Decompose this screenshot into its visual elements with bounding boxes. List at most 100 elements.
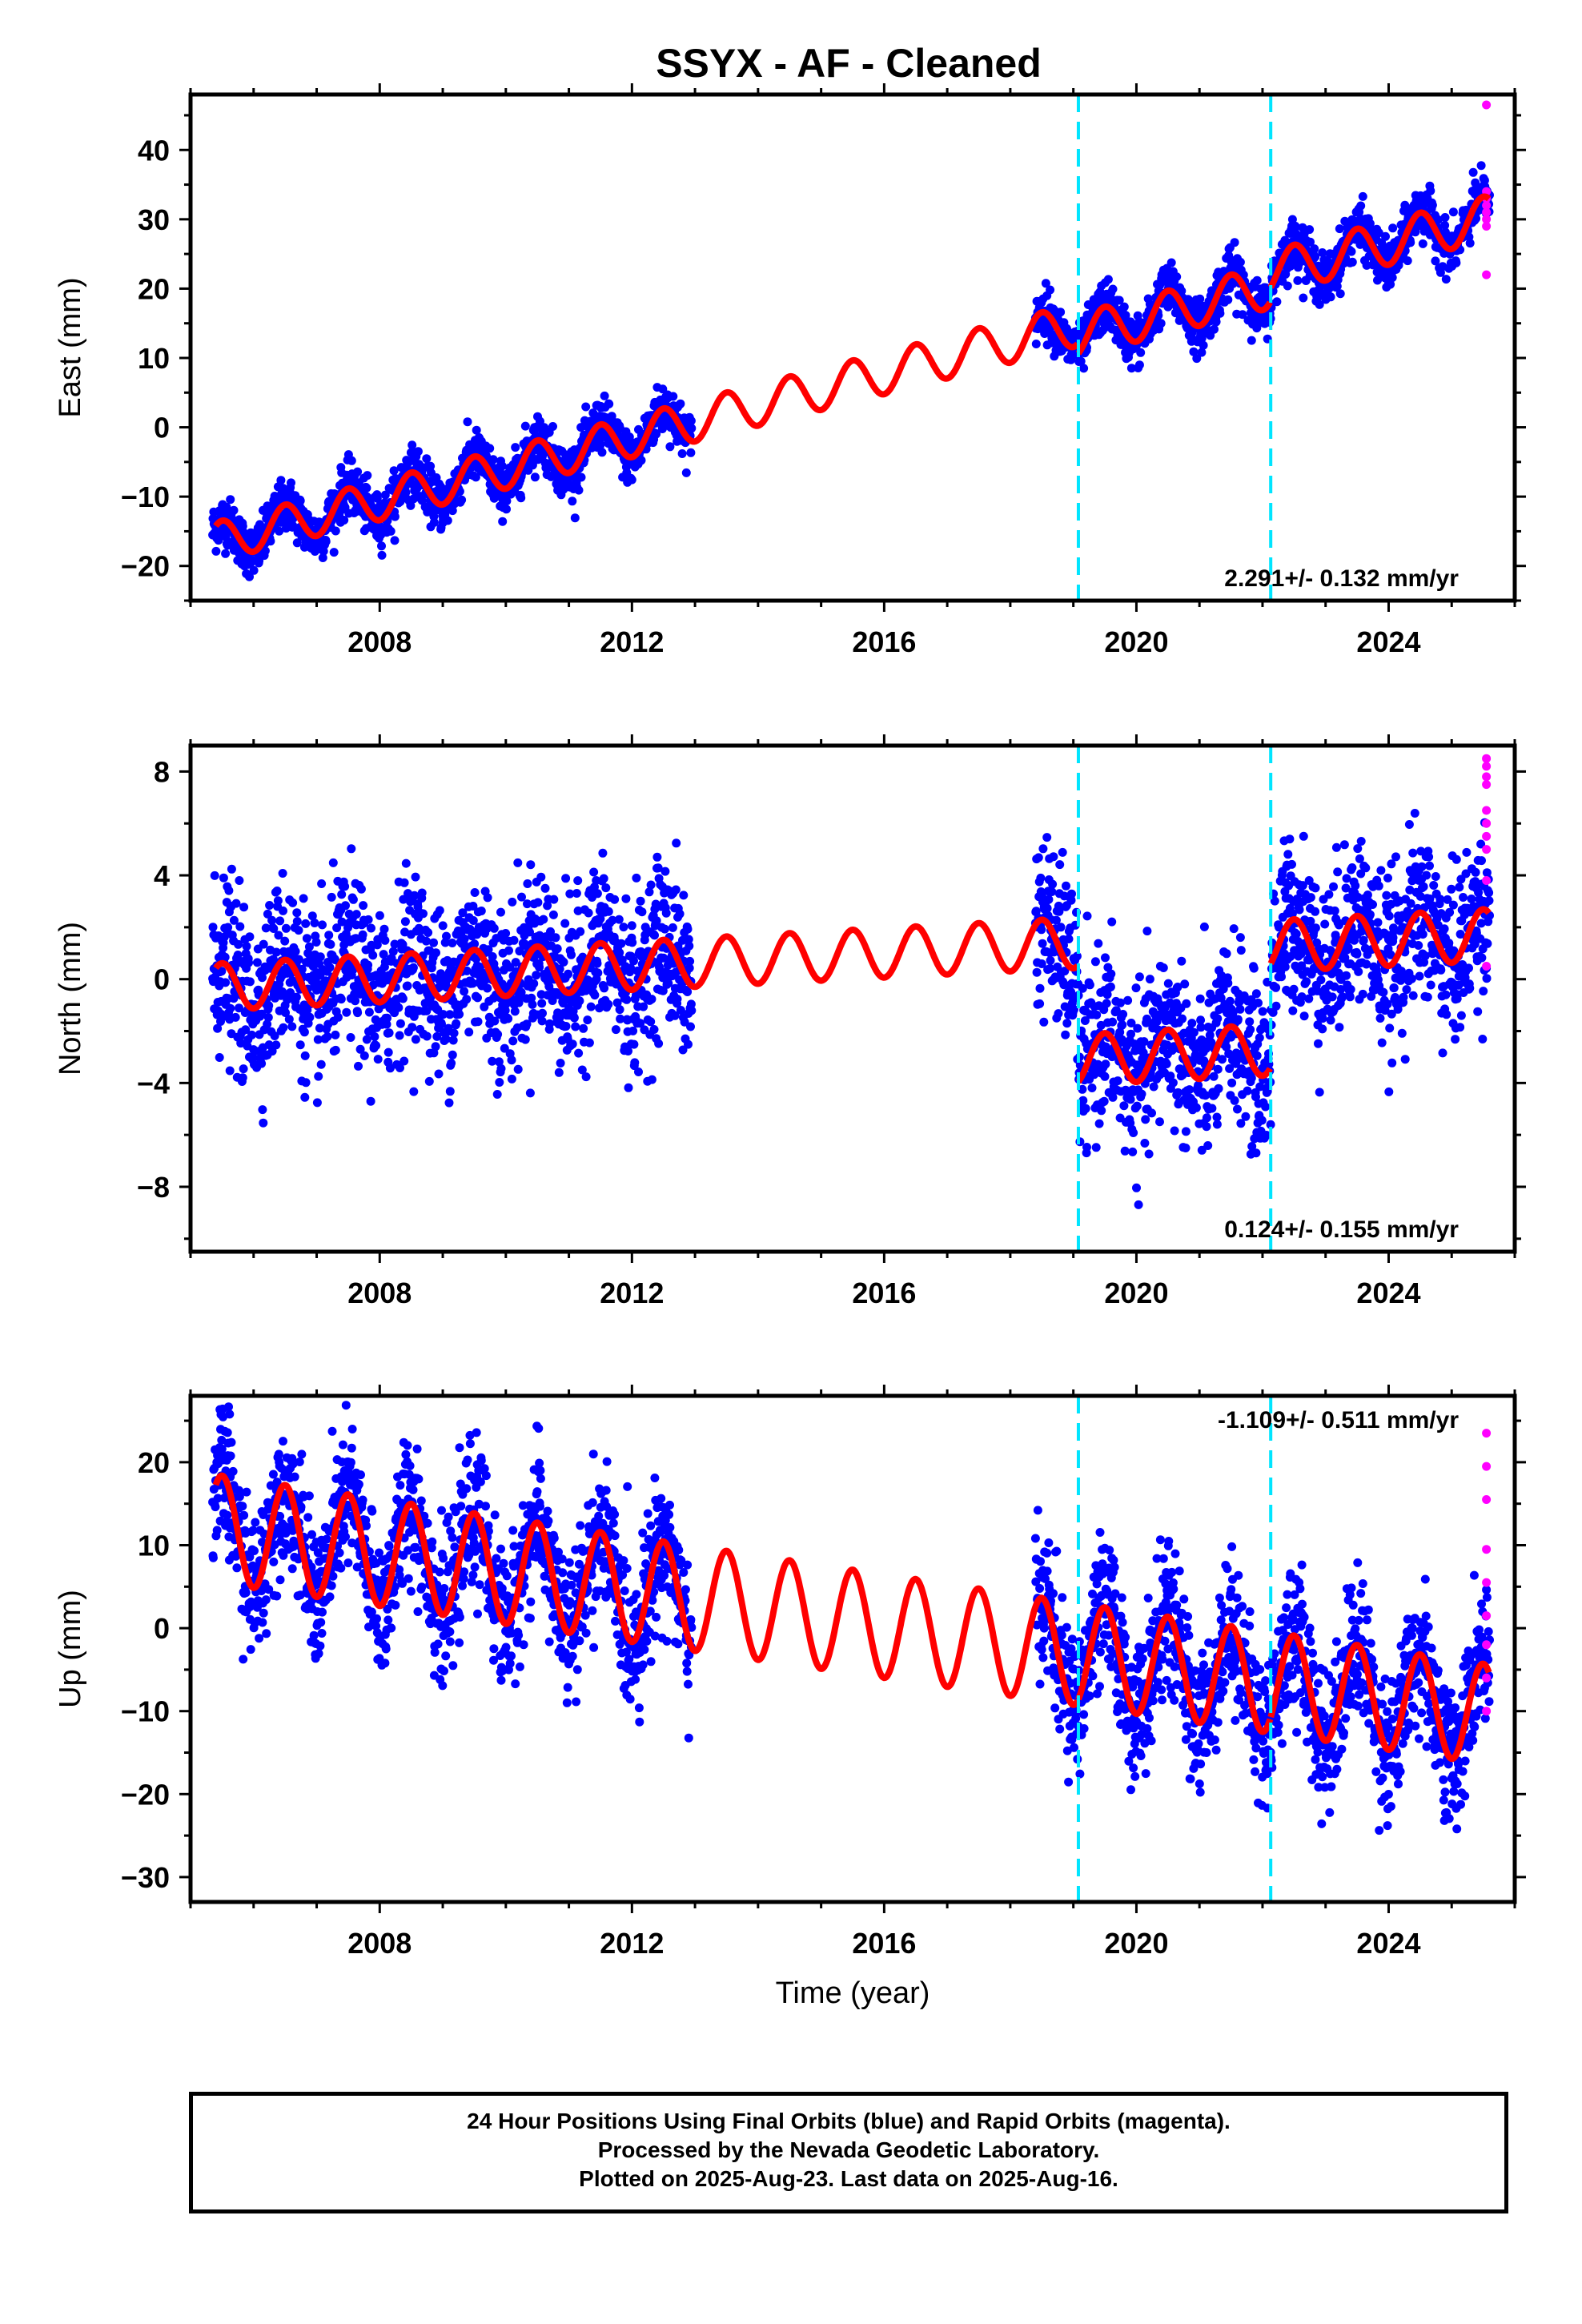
north-data-point	[348, 895, 358, 904]
east-data-point	[1335, 224, 1344, 234]
north-data-point	[297, 964, 307, 974]
north-data-point	[473, 1017, 483, 1027]
north-data-point	[263, 1013, 273, 1022]
north-data-point	[601, 883, 611, 893]
north-data-point	[1285, 834, 1295, 844]
east-data-point	[1476, 161, 1486, 171]
north-data-point	[584, 908, 593, 918]
north-data-point	[275, 916, 285, 926]
north-data-point	[364, 1007, 374, 1017]
north-data-point	[672, 838, 681, 848]
north-data-point	[1168, 1078, 1178, 1088]
east-data-point	[1166, 258, 1176, 267]
north-data-point	[1158, 963, 1168, 972]
north-data-point	[1061, 1030, 1070, 1039]
north-data-point	[559, 957, 568, 967]
east-data-point	[318, 553, 327, 562]
east-y-tick-label: 30	[138, 203, 170, 236]
east-data-point	[1272, 297, 1282, 307]
east-data-point	[471, 472, 480, 482]
north-data-point	[685, 956, 695, 966]
north-data-point	[363, 960, 373, 970]
north-data-point	[411, 872, 420, 882]
north-data-point	[257, 1009, 267, 1019]
east-data-point	[676, 399, 685, 408]
north-data-point	[1090, 957, 1100, 967]
north-data-point	[554, 1068, 564, 1077]
north-data-point	[1299, 1011, 1309, 1021]
north-data-point	[529, 979, 539, 988]
north-data-point	[574, 1048, 584, 1058]
east-data-point	[1381, 231, 1390, 241]
east-data-point	[1347, 247, 1356, 256]
east-data-point	[502, 505, 511, 514]
north-data-point	[490, 1016, 500, 1026]
east-data-point	[472, 425, 481, 435]
north-data-point	[1311, 907, 1320, 916]
north-data-point	[379, 950, 388, 959]
north-data-point	[225, 1066, 235, 1076]
north-data-point	[629, 1039, 639, 1049]
north-data-point	[1048, 879, 1058, 889]
north-data-point	[1037, 925, 1046, 935]
east-data-point	[596, 440, 605, 449]
north-data-point	[468, 979, 477, 988]
east-data-point	[1403, 256, 1412, 266]
north-data-point	[460, 934, 469, 943]
north-data-point	[1261, 1102, 1271, 1112]
north-data-point	[492, 1090, 502, 1099]
north-data-point	[507, 1074, 516, 1084]
north-data-point	[1195, 994, 1205, 1003]
north-data-point	[1227, 1078, 1237, 1088]
east-data-point	[669, 392, 678, 401]
north-data-point	[539, 915, 548, 924]
north-data-point	[685, 941, 694, 951]
north-data-point	[1241, 1112, 1251, 1121]
north-data-point	[429, 938, 438, 947]
east-data-point	[222, 502, 231, 512]
east-data-point	[1440, 213, 1450, 222]
north-data-point	[1163, 979, 1173, 988]
north-data-point	[371, 1015, 380, 1024]
north-data-point	[368, 951, 378, 960]
north-data-point	[660, 924, 669, 934]
east-data-point	[1356, 201, 1366, 211]
north-data-point	[1058, 847, 1067, 857]
north-data-point	[398, 939, 408, 949]
north-data-point	[460, 987, 469, 996]
east-data-point	[1440, 220, 1450, 230]
north-data-point	[1144, 1149, 1154, 1159]
east-data-point	[597, 448, 607, 457]
north-data-point	[496, 907, 505, 917]
north-data-point	[271, 1040, 281, 1050]
north-data-point	[552, 944, 562, 954]
north-data-point	[1106, 982, 1115, 991]
north-data-point	[1047, 887, 1057, 896]
north-data-point	[1271, 983, 1281, 992]
north-data-point	[627, 921, 636, 931]
north-data-point	[1277, 972, 1286, 982]
north-data-point	[281, 923, 291, 933]
north-data-point	[1092, 1010, 1102, 1019]
east-data-point	[448, 506, 457, 516]
north-data-point	[468, 902, 478, 911]
north-data-point	[351, 934, 360, 943]
north-data-point	[1311, 883, 1320, 893]
north-data-point	[462, 995, 472, 1004]
north-data-point	[1087, 1084, 1097, 1092]
north-data-point	[504, 1014, 513, 1023]
north-data-point	[221, 978, 231, 987]
north-data-point	[396, 1019, 405, 1028]
north-data-point	[1207, 1104, 1217, 1113]
north-data-point	[452, 1019, 461, 1028]
north-data-point	[287, 1022, 297, 1031]
east-data-point	[1192, 354, 1202, 364]
north-data-point	[508, 1036, 518, 1046]
north-data-point	[332, 923, 342, 933]
east-data-point	[319, 546, 328, 556]
north-data-point	[252, 958, 262, 967]
north-data-point	[359, 1051, 369, 1060]
north-data-point	[1199, 922, 1209, 931]
east-data-point	[536, 416, 544, 426]
north-data-point	[1187, 1019, 1197, 1028]
